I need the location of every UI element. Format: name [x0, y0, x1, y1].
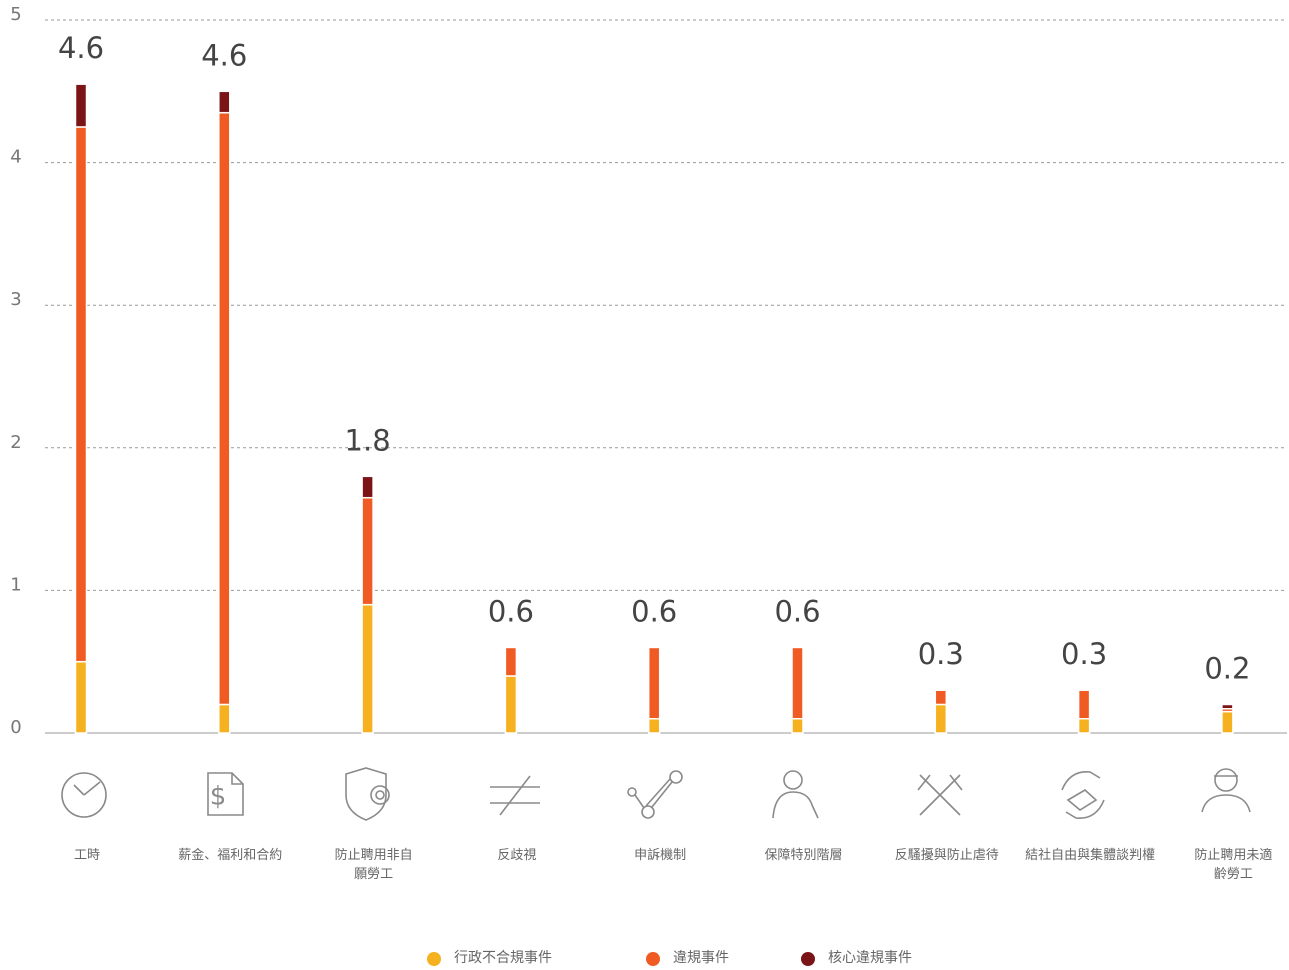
total-label: 4.6: [58, 31, 104, 65]
bar-segment: [218, 111, 231, 706]
bar-segment: [218, 90, 231, 114]
bar-segment: [791, 646, 804, 720]
bar-segment: [934, 703, 948, 734]
bar-segment: [1221, 703, 1234, 710]
bar-segment: [361, 603, 374, 734]
legend-swatch: [646, 952, 660, 966]
total-label: 0.6: [488, 594, 534, 628]
y-tick-label: 2: [10, 432, 21, 453]
bar-segment: [74, 83, 88, 128]
category-label: 防止聘用非自 願勞工: [334, 848, 413, 882]
bar-segment: [504, 646, 518, 677]
legend-swatch: [801, 952, 815, 966]
total-label: 0.3: [918, 637, 964, 671]
legend-label: 行政不合規事件: [454, 950, 552, 966]
bar-segment: [647, 646, 661, 720]
bar-segment: [934, 689, 948, 706]
bar-segment: [791, 717, 804, 734]
category-label: 防止聘用未適 齡勞工: [1194, 848, 1273, 882]
category-label: 申訴機制: [634, 848, 687, 863]
bar-segment: [361, 496, 374, 606]
total-label: 0.3: [1061, 637, 1107, 671]
y-tick-label: 1: [10, 574, 21, 595]
category-label: 反騷擾與防止虐待: [894, 848, 999, 863]
category-label: 反歧視: [497, 848, 537, 863]
bar-segment: [1221, 710, 1234, 734]
category-label: 保障特別階層: [764, 848, 843, 863]
bar-segment: [647, 717, 661, 734]
y-tick-label: 4: [10, 147, 21, 168]
total-label: 0.6: [631, 594, 677, 628]
total-label: 1.8: [345, 423, 391, 457]
bar-segment: [74, 660, 88, 734]
legend-label: 違規事件: [673, 950, 729, 966]
bar-segment: [218, 703, 231, 734]
y-tick-label: 3: [10, 289, 21, 310]
category-label: 薪金、福利和合約: [178, 848, 283, 863]
svg-text:$: $: [210, 782, 227, 812]
legend-label: 核心違規事件: [828, 950, 912, 966]
bar-segment: [74, 126, 88, 663]
bar-segment: [361, 475, 374, 499]
category-label: 工時: [73, 848, 100, 863]
total-label: 4.6: [201, 38, 247, 72]
legend-swatch: [427, 952, 441, 966]
icons: $: [61, 767, 1251, 821]
category-label: 結社自由與集體談判權: [1025, 848, 1156, 863]
y-tick-label: 5: [10, 4, 21, 25]
total-label: 0.6: [774, 594, 820, 628]
bar-segment: [1077, 689, 1091, 720]
bar-segment: [1077, 717, 1091, 734]
y-tick-label: 0: [10, 717, 21, 738]
total-label: 0.2: [1204, 651, 1250, 685]
bar-segment: [504, 675, 518, 734]
